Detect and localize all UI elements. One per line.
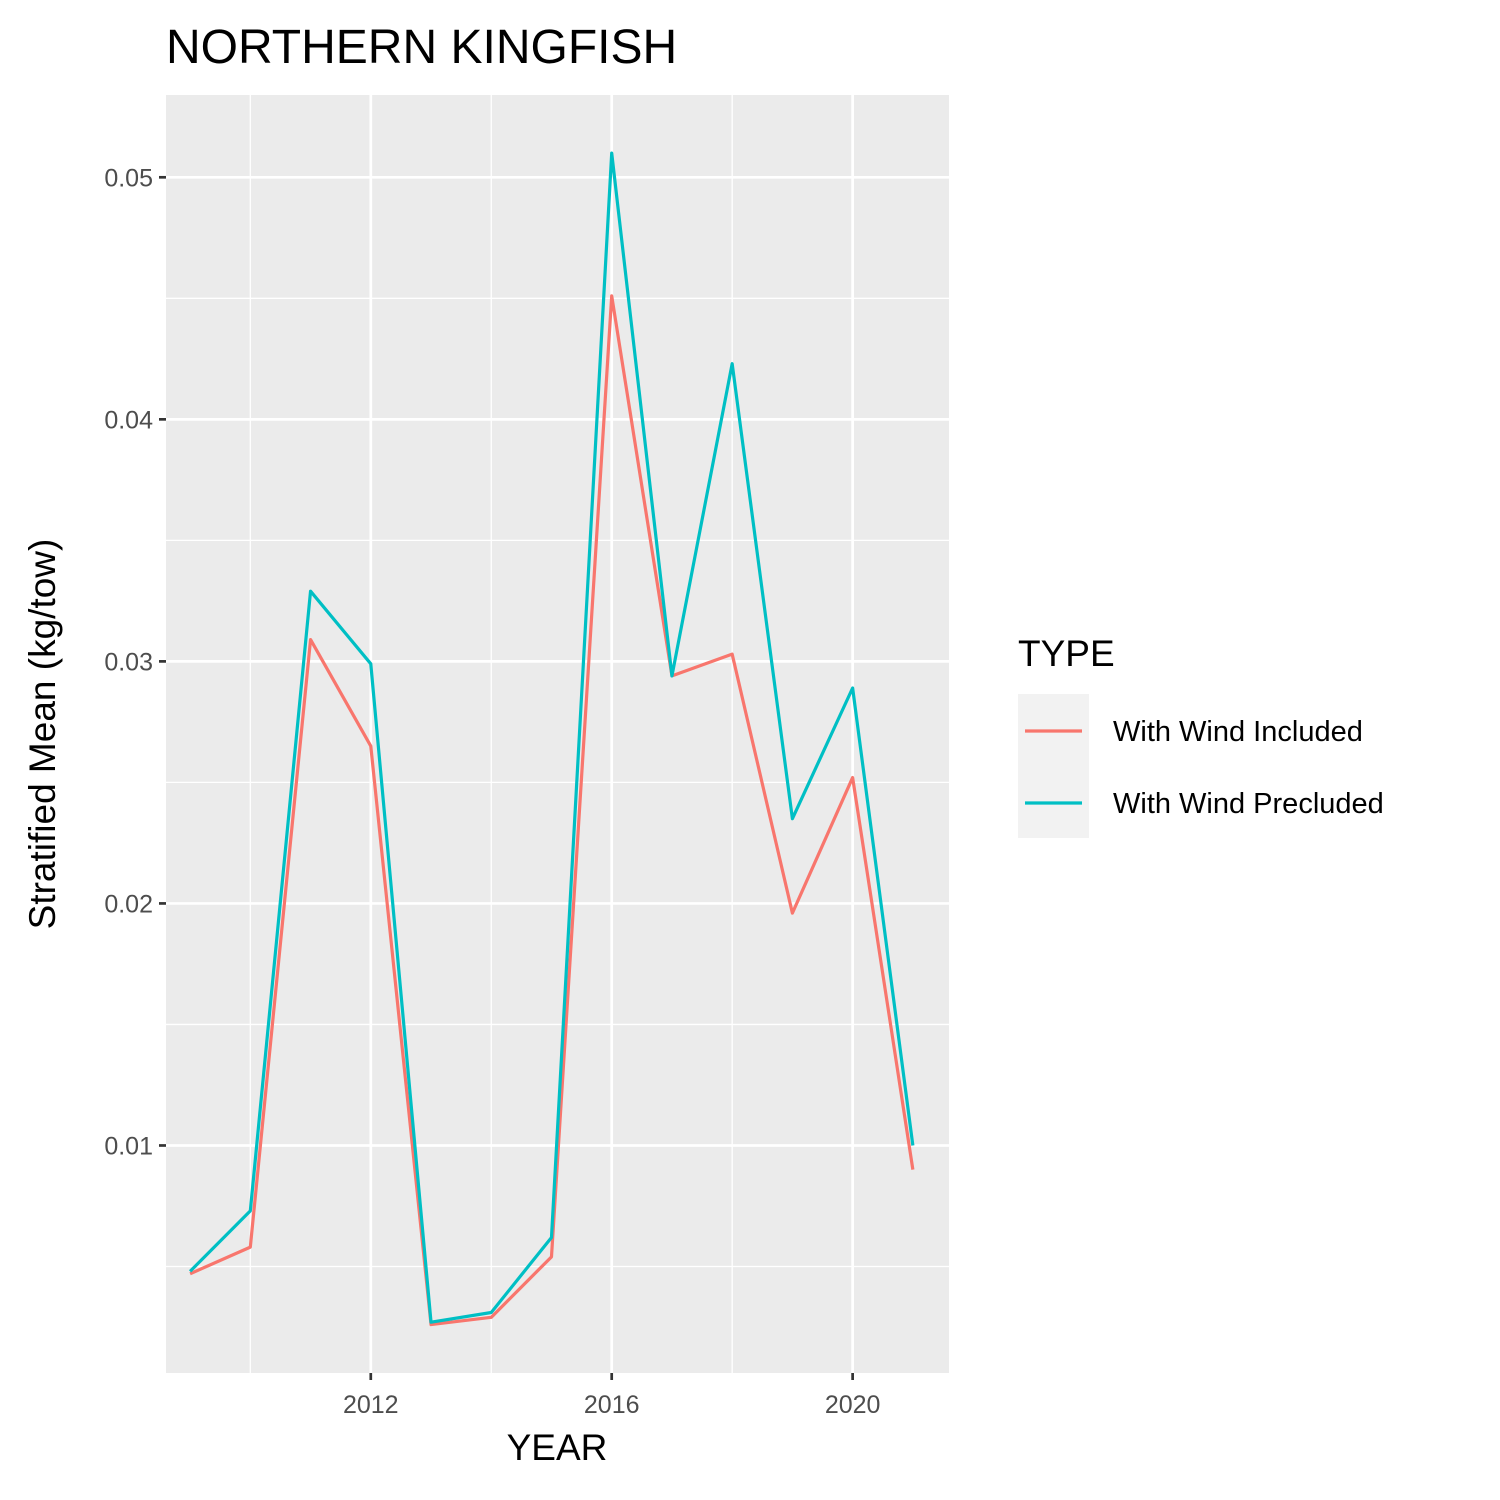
y-tick-label: 0.01 — [104, 1132, 153, 1160]
x-tick-label: 2020 — [825, 1391, 881, 1419]
x-axis-title: YEAR — [507, 1427, 608, 1468]
legend-title: TYPE — [1018, 633, 1115, 674]
chart-title: NORTHERN KINGFISH — [166, 21, 677, 74]
y-tick-label: 0.02 — [104, 890, 153, 918]
legend-label-2: With Wind Precluded — [1113, 788, 1384, 820]
y-axis-title: Stratified Mean (kg/tow) — [22, 539, 63, 930]
x-tick-label: 2016 — [584, 1391, 640, 1419]
y-tick-label: 0.04 — [104, 406, 153, 434]
series-line-2 — [188, 151, 915, 1324]
legend-key-background — [1018, 694, 1089, 838]
minor-gridlines — [166, 95, 949, 1373]
y-tick-label: 0.03 — [104, 648, 153, 676]
major-gridlines — [166, 95, 949, 1373]
legend: TYPE With Wind Included With Wind Preclud… — [1018, 633, 1384, 838]
y-tick-label: 0.05 — [104, 164, 153, 192]
y-axis: 0.01 0.02 0.03 0.04 0.05 — [104, 164, 166, 1160]
x-axis: 2012 2016 2020 — [343, 1373, 880, 1419]
series-line-1 — [189, 294, 915, 1327]
series-lines — [188, 151, 915, 1327]
x-tick-label: 2012 — [343, 1391, 399, 1419]
legend-label-1: With Wind Included — [1113, 716, 1363, 748]
